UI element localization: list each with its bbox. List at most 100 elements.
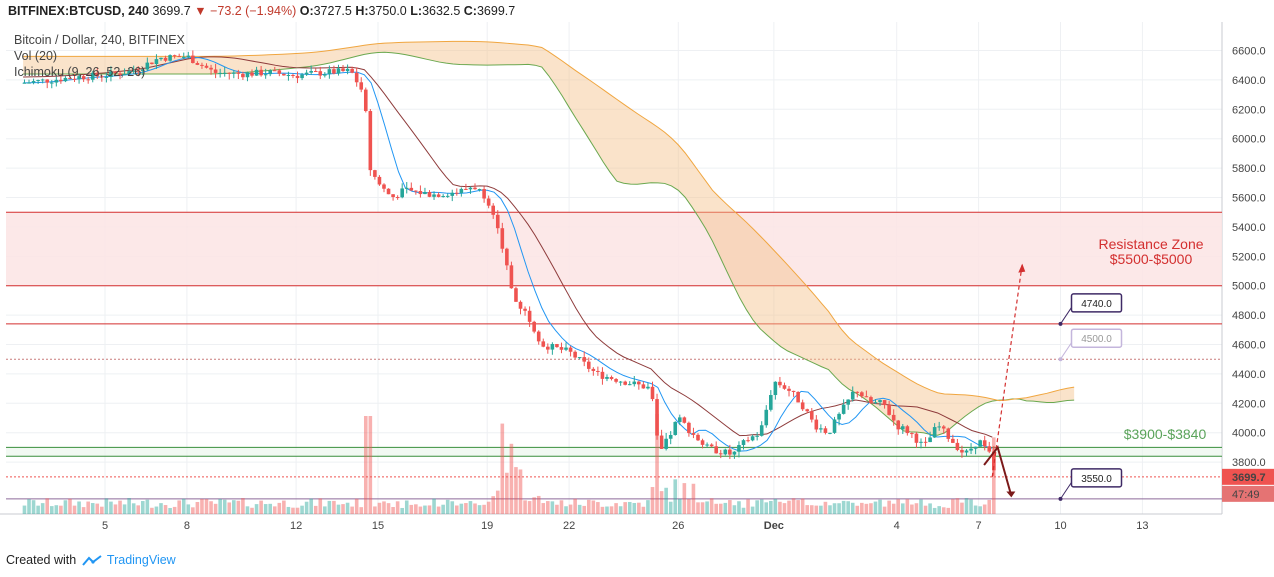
volume-bar <box>864 503 869 514</box>
candle-body <box>63 77 68 82</box>
volume-bar <box>682 483 687 514</box>
candle-body <box>646 386 650 389</box>
candle-body <box>391 194 395 198</box>
candle-body <box>741 440 746 446</box>
candle-body <box>782 385 787 389</box>
candle-body <box>791 390 796 392</box>
volume-bar <box>500 423 505 514</box>
volume-bar <box>414 504 418 514</box>
volume-bar <box>309 498 313 514</box>
volume-bar <box>709 498 714 514</box>
candle-body <box>778 381 782 386</box>
footer-branding[interactable]: Created with TradingView <box>6 550 176 570</box>
candle-body <box>550 344 555 350</box>
candle-body <box>951 438 955 443</box>
candle-body <box>277 70 282 74</box>
candles <box>22 50 996 476</box>
x-tick-label: 22 <box>563 520 575 532</box>
volume-bar <box>295 507 300 514</box>
candle-body <box>236 72 241 74</box>
candle-body <box>423 191 427 195</box>
volume-bar <box>809 505 814 514</box>
volume-bar <box>204 499 209 514</box>
candle-body <box>140 69 145 71</box>
candle-body <box>864 396 869 398</box>
candle-body <box>737 445 741 452</box>
price-chart[interactable]: Resistance Zone$5500-$5000$3900-$3840474… <box>0 22 1274 540</box>
volume-bar <box>714 503 719 514</box>
high-label: H: <box>355 4 369 18</box>
volume-bar <box>987 499 992 514</box>
legend-ichimoku[interactable]: Ichimoku (9, 26, 52, 26) <box>14 65 146 79</box>
candle-body <box>86 79 90 81</box>
y-tick-label: 5200.0 <box>1232 251 1266 263</box>
volume-bar <box>860 502 864 514</box>
volume-bar <box>605 506 609 514</box>
candle-body <box>928 437 932 443</box>
volume-bar <box>482 504 486 514</box>
candle-body <box>118 73 122 76</box>
volume-bar <box>755 500 759 514</box>
volume-bar <box>373 506 377 514</box>
y-tick-label: 5800.0 <box>1232 163 1266 175</box>
volume-bar <box>282 500 286 514</box>
open-value: 3727.5 <box>313 4 352 18</box>
candle-body <box>218 72 222 74</box>
chart-area[interactable]: Resistance Zone $5500-$5000 $3900-$3840 474… <box>0 22 1274 540</box>
volume-bar <box>723 502 728 514</box>
volume-bar <box>891 503 896 514</box>
candle-body <box>500 228 505 249</box>
volume-bar <box>113 504 118 514</box>
volume-bar <box>495 490 500 514</box>
volume-bar <box>514 467 518 514</box>
candle-body <box>860 392 864 397</box>
volume-bar <box>277 502 282 514</box>
volume-bar <box>118 500 122 514</box>
legend-title: Bitcoin / Dollar, 240, BITFINEX <box>14 33 185 47</box>
callout-3550-pointer <box>1060 480 1073 500</box>
candle-body <box>623 381 627 385</box>
x-tick-label: 15 <box>372 520 384 532</box>
candle-body <box>819 428 823 430</box>
candle-body <box>796 391 800 403</box>
volume-bar <box>951 499 955 514</box>
volume-bar <box>778 501 782 514</box>
x-tick-label: 4 <box>894 520 900 532</box>
volume-bar <box>136 505 141 514</box>
volume-bar <box>955 498 960 514</box>
volume-bar <box>36 505 40 514</box>
y-tick-label: 5600.0 <box>1232 193 1266 205</box>
candle-body <box>22 82 27 84</box>
candle-body <box>250 72 254 76</box>
volume-bar <box>391 507 395 514</box>
candle-body <box>195 63 200 65</box>
down-arrow-icon: ▼ <box>194 4 207 18</box>
candle-body <box>254 69 259 76</box>
tradingview-logo-icon <box>81 554 102 566</box>
volume-bar <box>550 501 555 514</box>
volume-bar <box>728 500 732 514</box>
open-label: O: <box>299 4 314 18</box>
candle-body <box>409 187 414 191</box>
candle-body <box>136 70 141 72</box>
x-tick-label: 13 <box>1136 520 1148 532</box>
callout-4740-text: 4740.0 <box>1081 299 1112 310</box>
volume-bar <box>568 504 573 514</box>
volume-bar <box>819 505 823 514</box>
volume-bar <box>650 487 655 514</box>
candle-body <box>723 449 728 455</box>
candle-body <box>809 411 814 420</box>
candle-body <box>828 432 832 434</box>
candle-body <box>40 79 45 81</box>
candle-body <box>286 74 291 76</box>
volume-bar <box>313 505 318 514</box>
volume-bar <box>54 505 59 514</box>
volume-bar <box>509 443 514 514</box>
candle-body <box>769 395 773 410</box>
volume-bar <box>823 501 828 514</box>
candle-body <box>191 55 195 64</box>
legend-vol[interactable]: Vol (20) <box>14 49 58 63</box>
volume-bar <box>941 507 946 514</box>
volume-bar <box>741 507 746 514</box>
volume-bar <box>354 498 359 514</box>
